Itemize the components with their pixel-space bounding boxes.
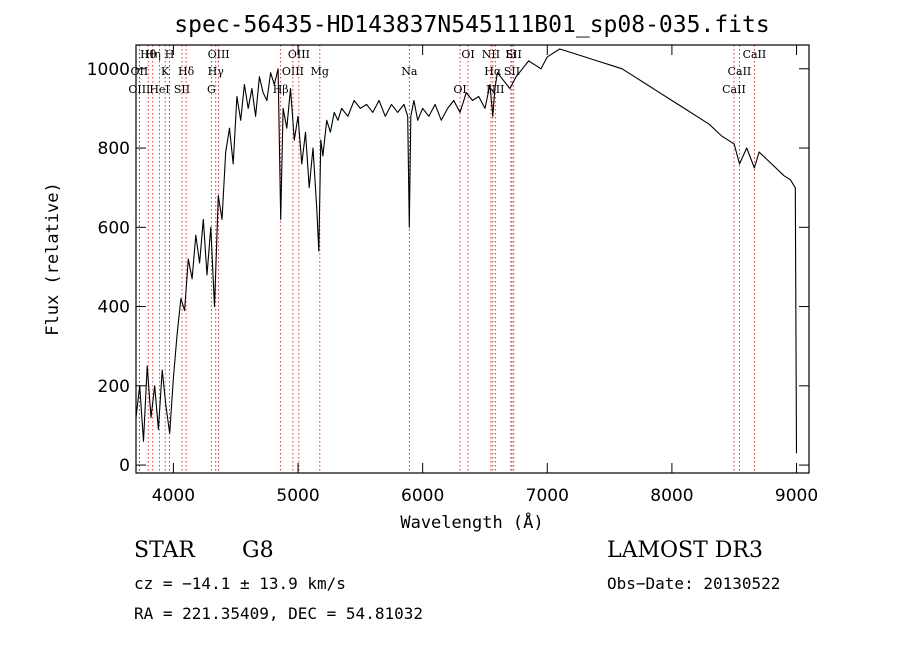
spectral-line-label: CaII [743, 48, 767, 61]
chart-title: spec-56435-HD143837N545111B01_sp08-035.f… [174, 12, 769, 38]
spectral-line-label: OIII [208, 48, 230, 61]
spectral-line-label: OI [461, 48, 474, 61]
y-tick-label: 1000 [87, 60, 130, 80]
observation-date: Obs−Date: 20130522 [607, 574, 781, 593]
plot-frame [135, 44, 810, 474]
x-tick-label: 7000 [526, 486, 569, 506]
spectral-subclass: G8 [242, 538, 274, 563]
spectral-line-label: SII [174, 83, 190, 96]
object-type: STAR [134, 538, 195, 563]
spectral-line-label: Hβ [273, 83, 289, 96]
x-tick-label: 5000 [276, 486, 319, 506]
coordinates: RA = 221.35409, DEC = 54.81032 [134, 604, 423, 623]
spectral-line-label: CaII [728, 65, 752, 78]
spectral-line-label: NII [482, 48, 500, 61]
x-tick-label: 9000 [775, 486, 818, 506]
spectral-line-label: K [161, 65, 170, 78]
spectral-line-label: SII [504, 65, 520, 78]
spectral-line-label: OIII [282, 65, 304, 78]
spectral-line-label: Hη [145, 48, 161, 61]
spectral-line-label: Hα [484, 65, 502, 78]
x-tick-label: 6000 [401, 486, 444, 506]
spectral-line-label: G [207, 83, 216, 96]
spectral-line-label: HeI [149, 83, 169, 96]
x-tick-label: 4000 [152, 486, 195, 506]
spectral-line-label: H [165, 48, 175, 61]
redshift-cz: cz = −14.1 ± 13.9 km/s [134, 574, 346, 593]
survey-label: LAMOST DR3 [607, 538, 763, 563]
y-tick-label: 800 [98, 139, 130, 159]
x-tick-label: 8000 [650, 486, 693, 506]
y-tick-label: 600 [98, 218, 130, 238]
y-tick-label: 200 [98, 377, 130, 397]
spectral-line-label: OIII [288, 48, 310, 61]
spectral-line-label: OII [131, 65, 149, 78]
spectral-line-label: Mg [311, 65, 329, 78]
spectral-line-label: Na [401, 65, 418, 78]
spectral-line-label: OIII [128, 83, 150, 96]
y-tick-label: 0 [119, 456, 130, 476]
spectral-line-label: SII [506, 48, 522, 61]
spectrum-line [135, 48, 798, 454]
axis-ticks-layer: 4000 5000 6000 7000 8000 9000 0 200 400 600 800 100… [87, 45, 818, 506]
series-layer [135, 48, 798, 454]
y-axis-label: Flux (relative) [43, 182, 63, 336]
spectral-line-label: Li [505, 48, 516, 61]
spectral-line-label: Hγ [208, 65, 225, 78]
x-axis-label: Wavelength (Å) [400, 511, 543, 533]
spectral-line-label: OI [453, 83, 466, 96]
spectral-line-label: CaII [722, 83, 746, 96]
y-tick-label: 400 [98, 298, 130, 318]
spectral-line-label: Hδ [178, 65, 195, 78]
